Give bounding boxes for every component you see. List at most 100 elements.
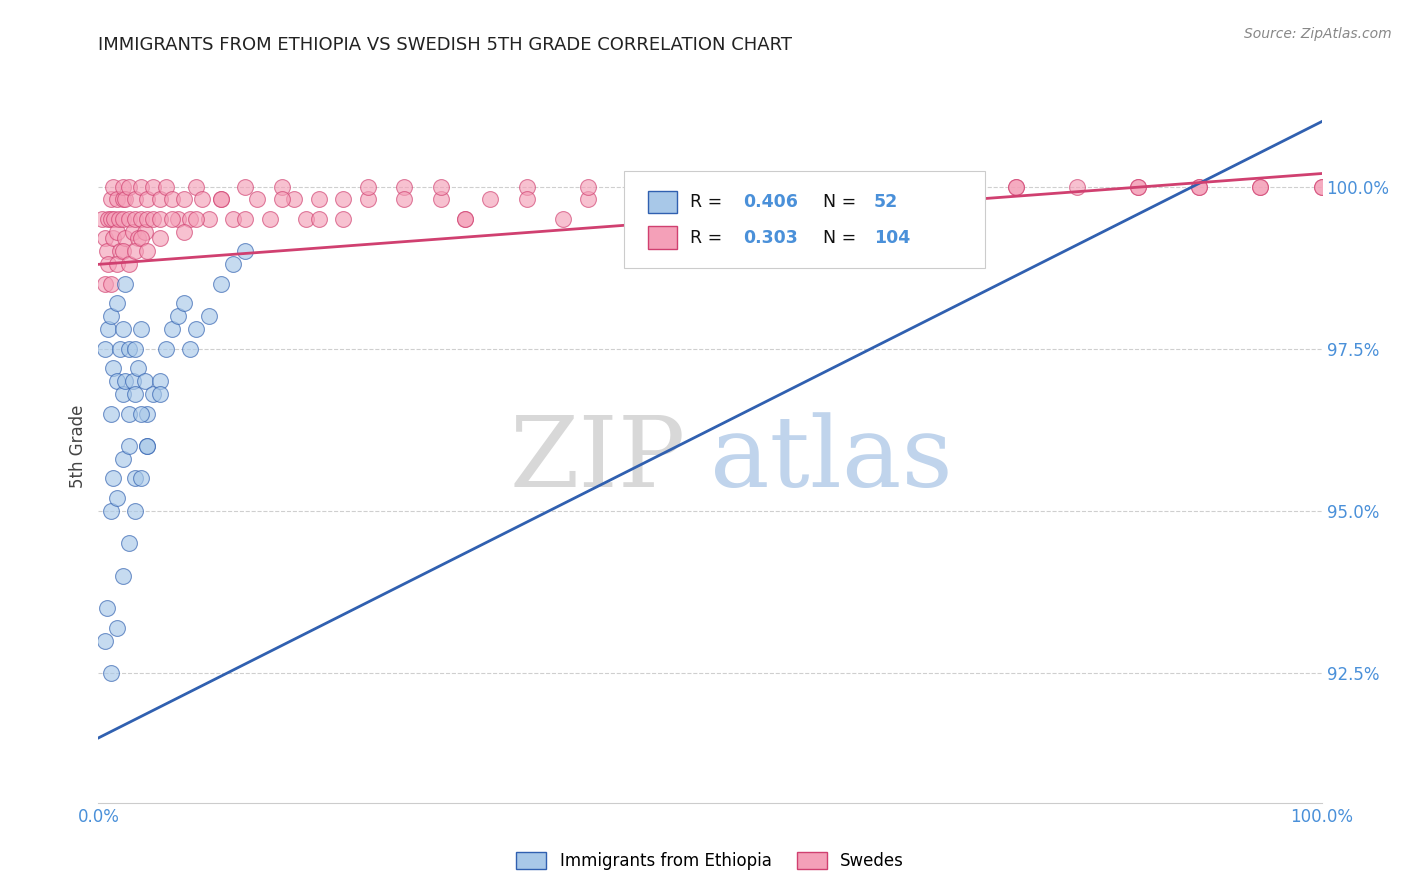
Point: [516, 179, 538, 194]
Point: [308, 211, 330, 226]
Point: [129, 407, 152, 421]
Point: [105, 257, 128, 271]
Point: [149, 387, 172, 401]
Point: [96, 601, 118, 615]
Point: [1066, 179, 1088, 194]
Point: [111, 387, 134, 401]
Point: [136, 244, 159, 259]
Point: [134, 374, 156, 388]
Point: [118, 342, 141, 356]
Point: [142, 387, 165, 401]
Point: [121, 374, 143, 388]
Point: [111, 211, 134, 226]
Point: [118, 211, 141, 226]
Point: [186, 211, 208, 226]
Point: [516, 193, 538, 207]
Point: [222, 211, 245, 226]
Point: [553, 211, 575, 226]
Point: [136, 211, 159, 226]
Text: atlas: atlas: [710, 412, 953, 508]
Point: [186, 179, 208, 194]
Text: R =: R =: [690, 193, 728, 211]
Text: IMMIGRANTS FROM ETHIOPIA VS SWEDISH 5TH GRADE CORRELATION CHART: IMMIGRANTS FROM ETHIOPIA VS SWEDISH 5TH …: [98, 36, 793, 54]
Point: [821, 179, 844, 194]
Text: R =: R =: [690, 228, 728, 246]
Point: [149, 231, 172, 245]
Point: [101, 361, 124, 376]
Point: [222, 257, 245, 271]
Point: [136, 193, 159, 207]
Point: [883, 179, 905, 194]
Point: [167, 211, 190, 226]
Point: [121, 225, 143, 239]
Point: [160, 211, 183, 226]
Point: [97, 257, 120, 271]
Point: [209, 193, 232, 207]
Point: [124, 193, 146, 207]
Point: [93, 277, 115, 291]
Point: [129, 471, 152, 485]
Point: [454, 211, 477, 226]
Point: [1250, 179, 1272, 194]
Text: N =: N =: [823, 193, 862, 211]
Point: [114, 193, 136, 207]
Point: [173, 296, 195, 310]
Point: [111, 568, 134, 582]
Point: [430, 179, 453, 194]
Point: [209, 277, 232, 291]
Point: [1128, 179, 1150, 194]
Point: [1250, 179, 1272, 194]
Point: [270, 179, 294, 194]
Point: [233, 244, 256, 259]
Point: [179, 211, 201, 226]
Point: [129, 231, 152, 245]
Point: [576, 179, 599, 194]
Point: [118, 179, 141, 194]
Point: [100, 666, 122, 681]
Point: [149, 374, 172, 388]
FancyBboxPatch shape: [624, 171, 986, 268]
Point: [124, 244, 146, 259]
Point: [233, 179, 256, 194]
Point: [160, 322, 183, 336]
Point: [259, 211, 281, 226]
Point: [197, 211, 219, 226]
Point: [124, 342, 146, 356]
Point: [105, 491, 128, 505]
Point: [136, 439, 159, 453]
Point: [129, 211, 152, 226]
Point: [142, 211, 165, 226]
Point: [283, 193, 305, 207]
Point: [97, 211, 120, 226]
Point: [105, 621, 128, 635]
Point: [101, 179, 124, 194]
Point: [179, 342, 201, 356]
Point: [111, 322, 134, 336]
Point: [129, 179, 152, 194]
Point: [100, 193, 122, 207]
Point: [111, 193, 134, 207]
Point: [124, 504, 146, 518]
Text: 0.303: 0.303: [742, 228, 797, 246]
FancyBboxPatch shape: [648, 227, 678, 249]
Point: [356, 179, 378, 194]
Point: [105, 193, 128, 207]
Text: 0.406: 0.406: [742, 193, 799, 211]
Point: [454, 211, 477, 226]
Point: [124, 471, 146, 485]
Text: Source: ZipAtlas.com: Source: ZipAtlas.com: [1244, 27, 1392, 41]
Point: [105, 296, 128, 310]
Point: [103, 211, 125, 226]
Point: [209, 193, 232, 207]
Text: N =: N =: [823, 228, 862, 246]
Point: [637, 179, 661, 194]
Text: ZIP: ZIP: [509, 412, 686, 508]
Point: [478, 193, 501, 207]
Point: [124, 387, 146, 401]
Point: [101, 471, 124, 485]
Point: [93, 633, 115, 648]
Point: [1310, 179, 1333, 194]
Point: [114, 231, 136, 245]
Point: [91, 211, 114, 226]
Point: [110, 244, 132, 259]
